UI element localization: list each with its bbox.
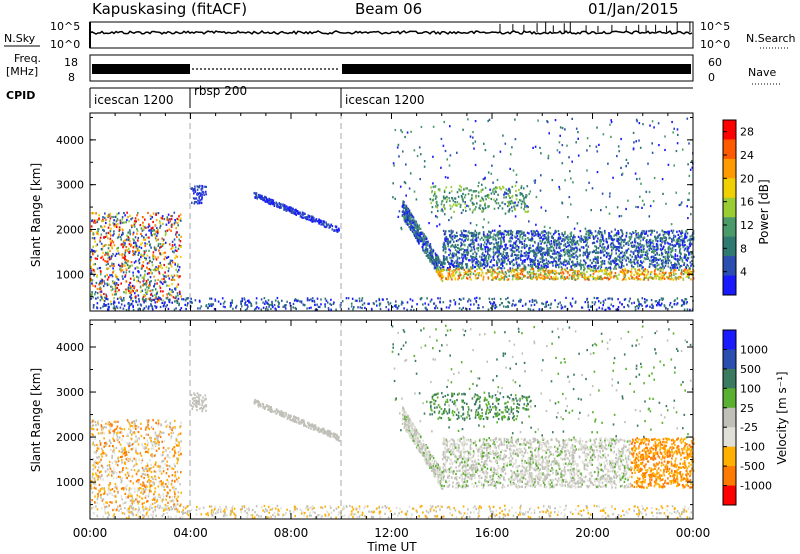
x-tick-label: 20:00 <box>575 526 610 540</box>
power-colorbar-segment <box>723 139 736 160</box>
cpid-segment-3: icescan 1200 <box>345 93 424 107</box>
velocity-colorbar-tick: 500 <box>740 363 761 376</box>
nsky-tick-bottom: 10^0 <box>50 38 80 51</box>
nsky-tick-top: 10^5 <box>50 20 80 33</box>
x-tick-label: 08:00 <box>274 526 309 540</box>
freq-tick-top: 18 <box>64 56 78 69</box>
velocity-colorbar-segment <box>723 407 736 428</box>
velocity-colorbar-tick: -100 <box>740 441 765 454</box>
power-colorbar-tick: 28 <box>740 126 754 139</box>
freq-bar-2 <box>342 64 691 74</box>
velocity-colorbar-tick: -25 <box>740 421 758 434</box>
y-tick-label: 4000 <box>56 134 84 147</box>
power-colorbar-segment <box>723 275 736 296</box>
freq-label: Freq. <box>14 52 41 65</box>
x-tick-label: 04:00 <box>173 526 208 540</box>
cpid-segment-1: icescan 1200 <box>94 93 173 107</box>
power-colorbar-tick: 20 <box>740 172 754 185</box>
power-colorbar-segment <box>723 158 736 179</box>
power-colorbar-tick: 8 <box>740 242 747 255</box>
power-colorbar-segment <box>723 217 736 238</box>
y-tick-label: 2000 <box>56 431 84 444</box>
freq-bar-1 <box>92 64 190 74</box>
power-colorbar-segment <box>723 120 736 140</box>
station-title: Kapuskasing (fitACF) <box>92 0 247 18</box>
nsearch-tick-top: 10^5 <box>700 20 730 33</box>
nsearch-label: N.Search <box>746 32 796 45</box>
x-tick-label: 12:00 <box>374 526 409 540</box>
velocity-colorbar-segment <box>723 330 736 350</box>
y-tick-label: 3000 <box>56 386 84 399</box>
power-colorbar-tick: 16 <box>740 196 754 209</box>
velocity-heatmap-cells <box>90 324 695 520</box>
freq-panel: Freq. [MHz] 18 8 60 0 Nave <box>6 52 780 85</box>
velocity-ylabel: Slant Range [km] <box>29 368 43 472</box>
velocity-panel: 1000 2000 3000 4000 Slant Range [km] 1000 50… <box>29 319 789 520</box>
nsky-panel: N.Sky 10^5 10^0 10^5 10^0 N.Search <box>4 20 796 51</box>
power-colorbar-tick: 24 <box>740 149 754 162</box>
nsky-label: N.Sky <box>4 32 36 45</box>
velocity-colorbar: 1000 500 100 25 -25 -100 -500 -1000 <box>722 329 772 506</box>
velocity-colorbar-segment <box>723 446 736 467</box>
x-tick-label: 00:00 <box>676 526 711 540</box>
y-tick-label: 1000 <box>56 268 84 281</box>
freq-tick-bottom: 8 <box>68 71 75 84</box>
power-colorbar: 4 8 12 16 20 24 28 <box>722 119 754 296</box>
freq-unit-label: [MHz] <box>6 65 38 78</box>
velocity-colorbar-segment <box>723 427 736 448</box>
power-colorbar-segment <box>723 236 736 257</box>
nsearch-tick-bottom: 10^0 <box>700 38 730 51</box>
velocity-colorbar-tick: 25 <box>740 402 754 415</box>
power-colorbar-segment <box>723 178 736 199</box>
cpid-label: CPID <box>6 89 35 102</box>
velocity-colorbar-segment <box>723 349 736 370</box>
velocity-colorbar-segment <box>723 368 736 389</box>
x-axis-title: Time UT <box>366 540 417 554</box>
power-colorbar-tick: 12 <box>740 219 754 232</box>
y-tick-label: 1000 <box>56 476 84 489</box>
date-title: 01/Jan/2015 <box>588 0 679 18</box>
cpid-segment-2: rbsp 200 <box>194 84 247 98</box>
velocity-colorbar-tick: -500 <box>740 460 765 473</box>
power-colorbar-segment <box>723 197 736 218</box>
velocity-colorbar-segment <box>723 466 736 487</box>
power-ylabel: Slant Range [km] <box>29 163 43 267</box>
x-axis-labels: 00:00 04:00 08:00 12:00 16:00 20:00 00:00 <box>73 526 711 540</box>
beam-title: Beam 06 <box>355 0 422 18</box>
cpid-panel: CPID icescan 1200 rbsp 200 icescan 1200 <box>6 84 693 108</box>
nave-tick-bottom: 0 <box>708 71 715 84</box>
velocity-colorbar-label: Velocity [m s⁻¹] <box>775 371 789 464</box>
power-colorbar-segment <box>723 256 736 277</box>
y-tick-label: 4000 <box>56 341 84 354</box>
velocity-colorbar-tick: 100 <box>740 382 761 395</box>
y-tick-label: 2000 <box>56 223 84 236</box>
x-tick-label: 00:00 <box>73 526 108 540</box>
velocity-colorbar-tick: -1000 <box>740 480 772 493</box>
x-tick-label: 16:00 <box>475 526 510 540</box>
power-heatmap-cells <box>90 117 695 312</box>
velocity-colorbar-tick: 1000 <box>740 343 768 356</box>
power-colorbar-label: Power [dB] <box>757 179 771 244</box>
nave-label: Nave <box>748 66 776 79</box>
nsky-trace <box>89 22 693 48</box>
power-panel: 1000 2000 3000 4000 Slant Range [km] 4 8 12 16… <box>29 112 771 312</box>
y-tick-label: 3000 <box>56 179 84 192</box>
velocity-colorbar-segment <box>723 388 736 409</box>
nave-tick-top: 60 <box>708 56 722 69</box>
velocity-colorbar-segment <box>723 485 736 506</box>
power-colorbar-tick: 4 <box>740 266 747 279</box>
